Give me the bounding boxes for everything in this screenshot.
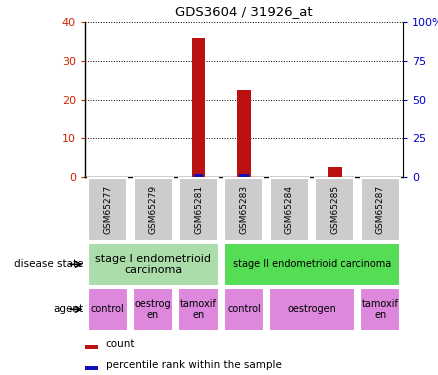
Text: agent: agent (53, 304, 83, 314)
Text: GSM65285: GSM65285 (330, 185, 339, 234)
Bar (178, 288, 219, 330)
Bar (269, 288, 355, 330)
Bar (237, 90, 251, 177)
Bar (194, 174, 203, 177)
Bar (240, 174, 248, 177)
Text: control: control (227, 304, 261, 314)
Text: GSM65287: GSM65287 (376, 185, 385, 234)
Bar (270, 178, 309, 241)
Text: tamoxif
en: tamoxif en (180, 298, 217, 320)
Text: stage II endometrioid carcinoma: stage II endometrioid carcinoma (233, 260, 391, 269)
Text: GSM65281: GSM65281 (194, 185, 203, 234)
Bar (328, 167, 342, 177)
Text: GSM65283: GSM65283 (240, 185, 248, 234)
Text: tamoxif
en: tamoxif en (362, 298, 399, 320)
Bar (179, 178, 218, 241)
Bar (224, 288, 264, 330)
Text: disease state: disease state (14, 260, 83, 269)
Bar (85, 366, 98, 370)
Text: GSM65284: GSM65284 (285, 185, 294, 234)
Text: count: count (106, 339, 135, 349)
Bar (88, 178, 127, 241)
Text: stage I endometrioid
carcinoma: stage I endometrioid carcinoma (95, 254, 211, 275)
Bar (192, 38, 205, 177)
Bar (224, 178, 264, 241)
Bar (85, 345, 98, 349)
Text: oestrogen: oestrogen (288, 304, 336, 314)
Bar (88, 243, 219, 285)
Bar (88, 288, 128, 330)
Text: GSM65277: GSM65277 (103, 185, 112, 234)
Text: GSM65279: GSM65279 (148, 185, 158, 234)
Bar (315, 178, 354, 241)
Bar (133, 288, 173, 330)
Bar (360, 288, 400, 330)
Text: oestrog
en: oestrog en (135, 298, 171, 320)
Bar (224, 243, 400, 285)
Text: percentile rank within the sample: percentile rank within the sample (106, 360, 282, 370)
Text: GDS3604 / 31926_at: GDS3604 / 31926_at (175, 4, 313, 18)
Text: control: control (91, 304, 124, 314)
Bar (134, 178, 173, 241)
Bar (361, 178, 400, 241)
